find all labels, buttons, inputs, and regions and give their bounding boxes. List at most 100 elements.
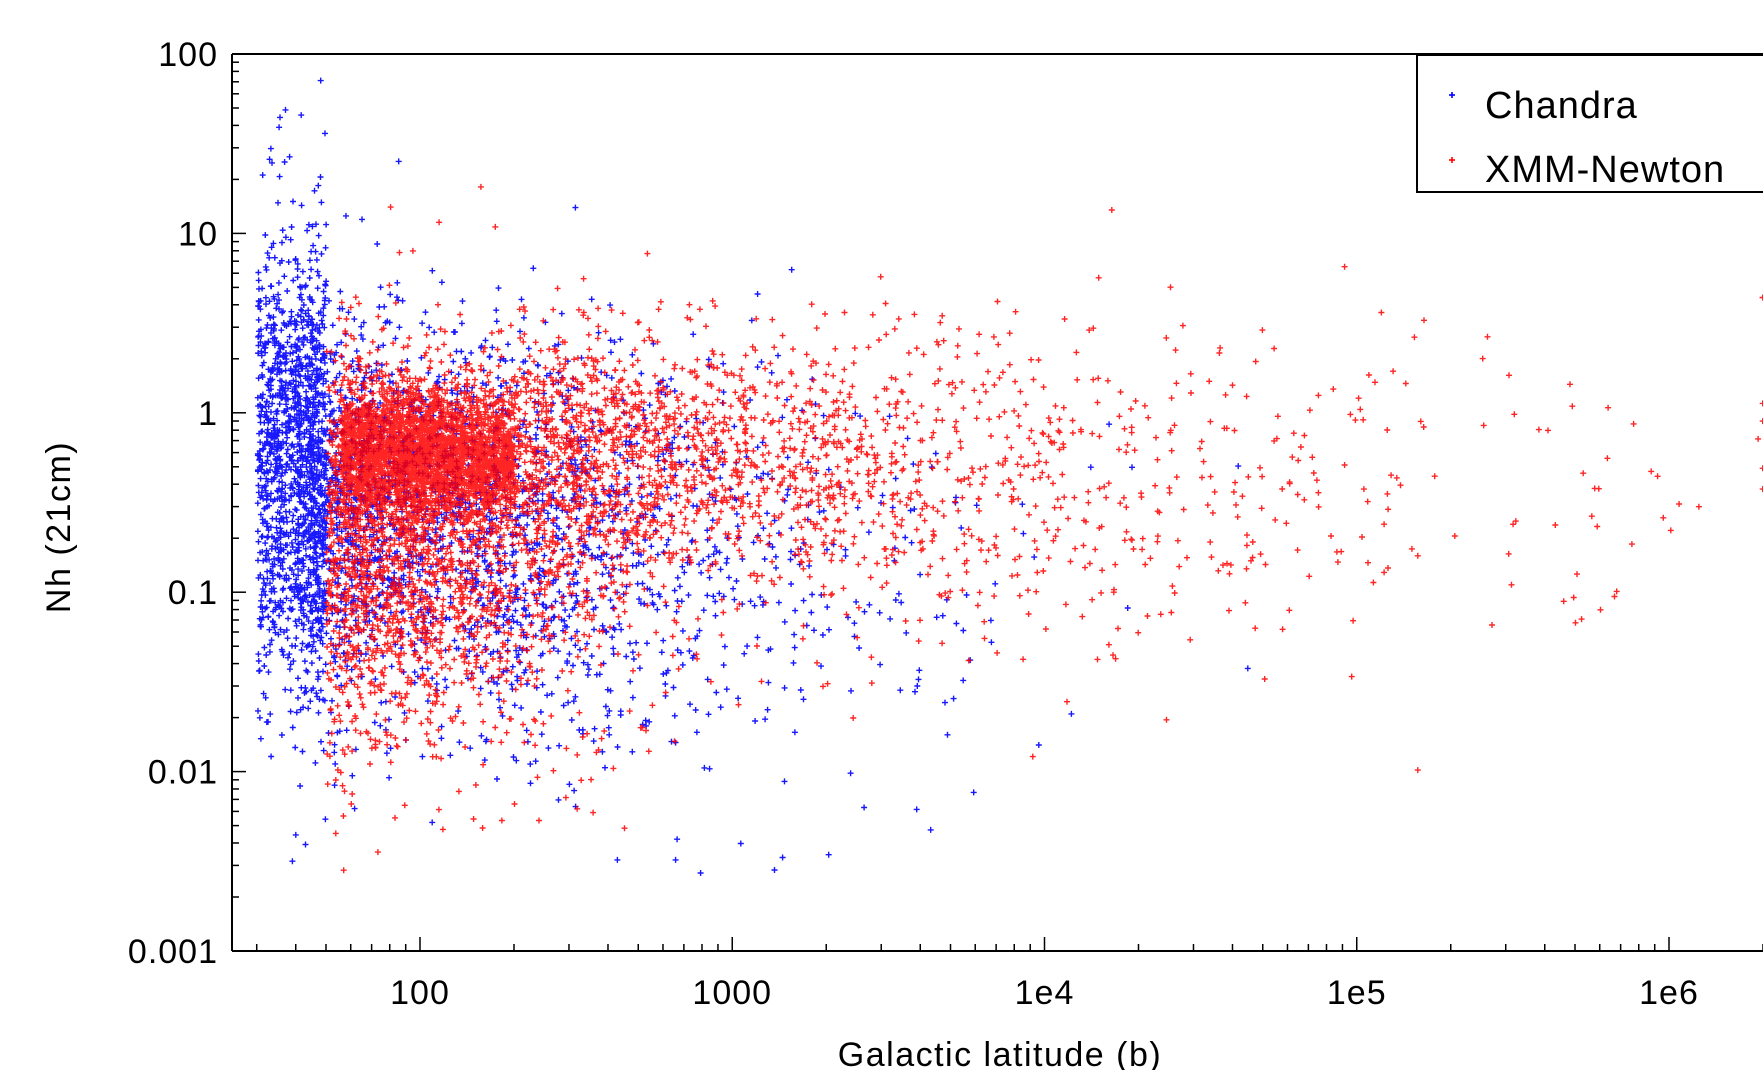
point-xmm-newton — [1315, 392, 1322, 399]
point-chandra — [334, 673, 341, 680]
point-chandra — [316, 329, 323, 336]
point-chandra — [314, 268, 321, 275]
point-chandra — [288, 539, 295, 546]
point-chandra — [992, 580, 999, 587]
point-chandra — [424, 665, 431, 672]
point-chandra — [687, 701, 693, 708]
point-chandra — [575, 558, 582, 565]
point-chandra — [825, 466, 832, 473]
point-chandra — [329, 322, 336, 329]
point-chandra — [321, 359, 328, 366]
point-chandra — [512, 607, 519, 614]
point-chandra — [284, 288, 291, 294]
point-chandra — [338, 339, 345, 346]
point-chandra — [623, 653, 630, 660]
point-xmm-newton — [579, 734, 586, 740]
point-chandra — [541, 552, 548, 559]
point-chandra — [349, 772, 356, 779]
point-chandra — [731, 423, 738, 430]
point-chandra — [306, 460, 313, 467]
point-chandra — [255, 658, 262, 664]
point-xmm-newton — [991, 382, 998, 388]
point-chandra — [629, 649, 636, 656]
point-chandra — [720, 593, 727, 600]
point-chandra — [296, 616, 303, 623]
point-chandra — [602, 564, 609, 571]
point-xmm-newton — [1059, 471, 1066, 478]
point-xmm-newton — [533, 675, 540, 682]
point-xmm-newton — [1381, 521, 1388, 528]
point-chandra — [257, 413, 264, 420]
point-chandra — [411, 679, 418, 686]
point-chandra — [299, 748, 306, 755]
point-chandra — [257, 475, 264, 482]
point-chandra — [261, 644, 268, 651]
point-xmm-newton — [1350, 617, 1357, 624]
point-chandra — [585, 666, 592, 673]
point-chandra — [322, 545, 328, 552]
point-xmm-newton — [994, 298, 1001, 305]
point-chandra — [318, 468, 325, 475]
point-chandra — [305, 705, 312, 712]
point-chandra — [456, 739, 463, 746]
point-chandra — [779, 414, 786, 421]
point-chandra — [944, 731, 951, 738]
point-chandra — [496, 696, 502, 703]
point-chandra — [842, 546, 849, 553]
point-xmm-newton — [743, 440, 749, 447]
point-chandra — [854, 504, 861, 511]
point-xmm-newton — [669, 652, 676, 659]
point-chandra — [284, 446, 291, 453]
point-xmm-newton — [930, 504, 937, 511]
point-chandra — [331, 782, 338, 789]
point-chandra — [757, 594, 764, 601]
point-xmm-newton — [869, 311, 876, 318]
point-xmm-newton — [1245, 473, 1252, 480]
point-chandra — [312, 355, 319, 362]
point-chandra — [257, 511, 264, 518]
point-chandra — [648, 543, 655, 550]
point-chandra — [333, 623, 340, 630]
point-xmm-newton — [1131, 447, 1138, 454]
point-chandra — [537, 709, 544, 715]
point-xmm-newton — [841, 500, 848, 507]
point-chandra — [267, 145, 274, 152]
point-chandra — [636, 596, 643, 603]
point-chandra — [297, 346, 303, 353]
point-chandra — [518, 296, 525, 303]
point-chandra — [314, 562, 321, 569]
point-chandra — [733, 578, 740, 584]
point-xmm-newton — [741, 462, 748, 469]
point-chandra — [495, 374, 502, 381]
point-chandra — [570, 698, 577, 705]
point-chandra — [752, 718, 759, 724]
point-chandra — [607, 597, 614, 604]
point-chandra — [323, 278, 330, 285]
point-chandra — [897, 687, 904, 694]
point-chandra — [259, 172, 266, 179]
point-chandra — [334, 341, 341, 348]
point-chandra — [294, 274, 301, 281]
point-chandra — [588, 296, 595, 303]
point-xmm-newton — [600, 355, 606, 362]
point-xmm-newton — [498, 817, 505, 824]
point-chandra — [320, 551, 327, 558]
point-chandra — [292, 326, 299, 333]
point-xmm-newton — [438, 664, 445, 671]
point-chandra — [571, 787, 578, 794]
point-xmm-newton — [1234, 513, 1241, 520]
point-xmm-newton — [1099, 567, 1106, 574]
point-chandra — [308, 266, 315, 273]
point-chandra — [438, 735, 445, 742]
point-chandra — [284, 339, 291, 346]
point-chandra — [258, 597, 265, 604]
point-xmm-newton — [635, 490, 642, 497]
point-chandra — [521, 597, 528, 604]
point-chandra — [932, 450, 939, 457]
point-chandra — [731, 596, 738, 603]
point-chandra — [712, 498, 719, 505]
point-chandra — [332, 760, 339, 767]
point-chandra — [781, 684, 788, 691]
point-chandra — [429, 675, 436, 682]
